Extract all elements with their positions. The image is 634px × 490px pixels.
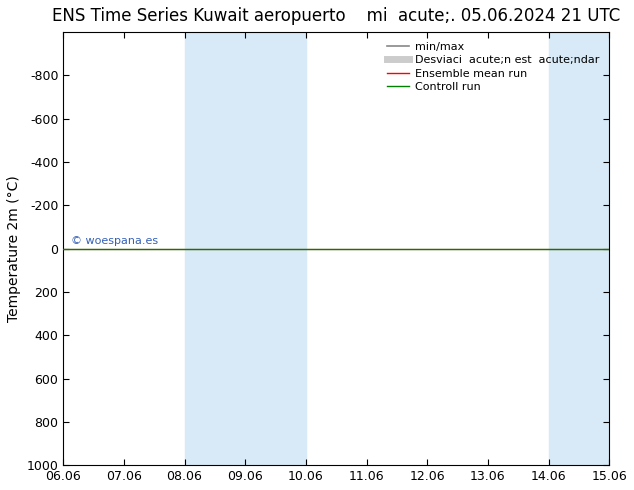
Y-axis label: Temperature 2m (°C): Temperature 2m (°C) <box>7 175 21 322</box>
Bar <box>184 32 306 465</box>
Bar <box>548 32 609 465</box>
Text: © woespana.es: © woespana.es <box>72 236 158 245</box>
Title: ENS Time Series Kuwait aeropuerto    mi  acute;. 05.06.2024 21 UTC: ENS Time Series Kuwait aeropuerto mi acu… <box>52 7 620 25</box>
Legend: min/max, Desviaci  acute;n est  acute;ndar, Ensemble mean run, Controll run: min/max, Desviaci acute;n est acute;ndar… <box>382 38 604 97</box>
